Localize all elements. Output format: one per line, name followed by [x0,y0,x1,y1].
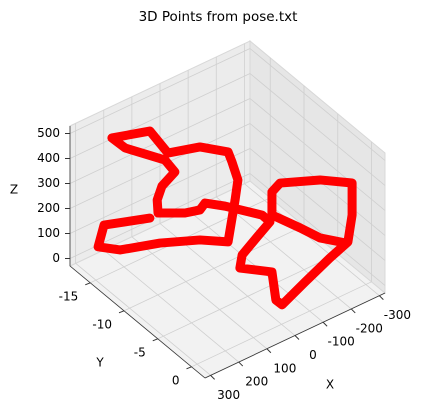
grid-line [131,236,268,350]
grid-line [249,98,386,211]
grid-line [249,148,386,261]
y-tick-label: -5 [134,345,146,359]
x-tick-label: -100 [328,335,355,349]
grid-line [69,48,251,134]
x-axis-label: X [326,378,334,392]
y-tick [118,310,125,314]
y-tick-label: -10 [92,317,112,331]
chart-title: 3D Points from pose.txt [139,9,298,25]
x-tick [379,295,384,301]
y-tick [186,366,192,370]
z-axis-label: Z [10,183,18,197]
y-axis-line [69,265,206,379]
x-tick-label: 0 [309,348,317,362]
y-tick [85,282,91,286]
grid-line [157,253,338,340]
grid-line [69,123,251,209]
x-axis-line [204,292,386,379]
z-tick-label: 300 [37,176,60,190]
x-tick-label: 100 [273,361,296,375]
grid-line [249,48,386,161]
z-tick-label: 500 [37,126,60,140]
x-tick [238,361,244,367]
x-tick-label: -200 [356,321,383,335]
grid-line [249,73,386,186]
z-tick-label: 100 [37,226,60,240]
x-tick [350,308,356,314]
grid-line [69,73,251,159]
y-tick [152,338,158,342]
x-tick-label: 200 [245,375,268,389]
grid-line [75,263,211,376]
trajectory [93,126,357,310]
y-tick-label: -15 [59,289,79,303]
y-tick-label: 0 [172,373,180,387]
grid-line [123,225,305,312]
z-tick-label: 400 [37,151,60,165]
x-tick [322,321,328,327]
x-tick [294,335,300,340]
z-tick-label: 0 [52,251,60,265]
x-tick-label: 300 [217,388,240,402]
x-tick [266,348,272,354]
grid-line [244,183,380,296]
x-tick-label: -300 [384,308,411,322]
grid-line [191,281,372,368]
z-tick-label: 200 [37,201,60,215]
grid-line [103,249,240,363]
y-axis-label: Y [95,356,104,370]
x-tick [210,374,215,380]
grid-line [215,196,352,310]
